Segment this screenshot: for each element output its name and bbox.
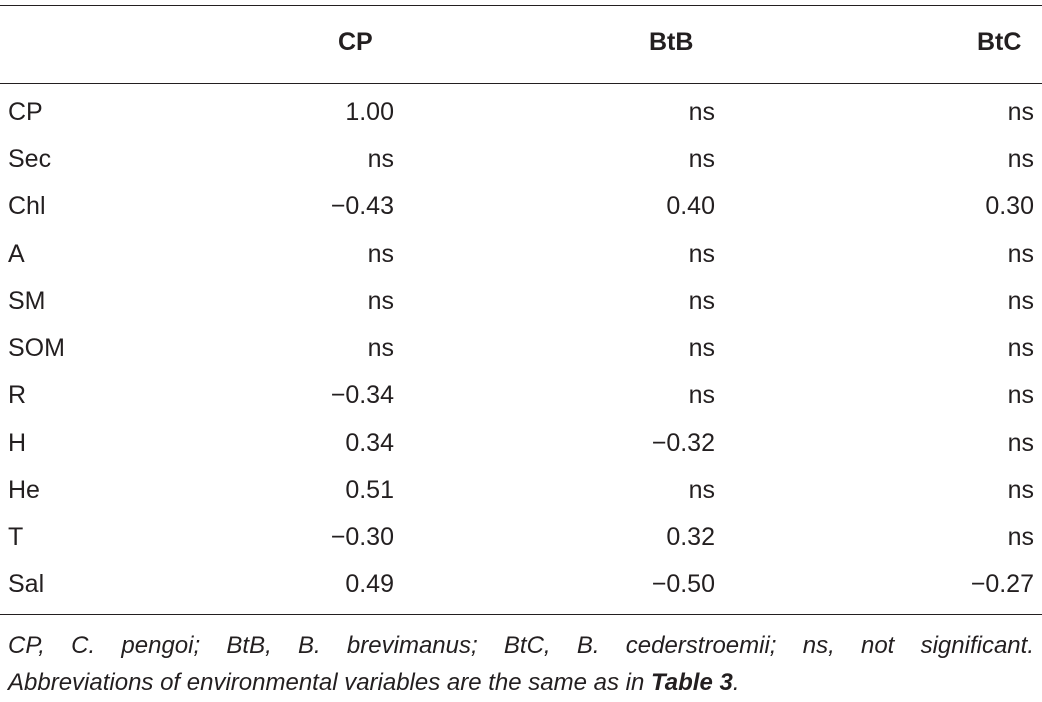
cell-btc: ns [1007, 381, 1034, 409]
table-row: H 0.34 −0.32 ns [0, 420, 1042, 467]
cell-btc: ns [1007, 98, 1034, 126]
row-variable: SOM [8, 334, 65, 362]
cell-cp: 0.49 [345, 570, 394, 598]
table-row: R −0.34 ns ns [0, 372, 1042, 419]
footnote-line-2-prefix: Abbreviations of environmental variables… [8, 669, 652, 696]
cell-cp: ns [367, 287, 394, 315]
cell-btb: ns [688, 476, 715, 504]
footnote-line-2: Abbreviations of environmental variables… [8, 664, 1034, 701]
cell-btb: ns [688, 145, 715, 173]
table-footnote: CP, C. pengoi; BtB, B. brevimanus; BtC, … [8, 627, 1034, 701]
cell-btc: −0.27 [970, 570, 1034, 598]
table-row: Sal 0.49 −0.50 −0.27 [0, 561, 1042, 608]
cell-btb: 0.40 [666, 192, 715, 220]
row-variable: Sec [8, 145, 52, 173]
table-row: CP 1.00 ns ns [0, 89, 1042, 136]
cell-btc: ns [1007, 476, 1034, 504]
cell-btb: 0.32 [666, 523, 715, 551]
column-header-btb: BtB [649, 28, 694, 56]
footnote-line-2-suffix: . [732, 669, 740, 696]
cell-btc: ns [1007, 287, 1034, 315]
table-row: Chl −0.43 0.40 0.30 [0, 183, 1042, 230]
row-variable: H [8, 429, 27, 457]
header-rule [0, 83, 1042, 84]
cell-btb: ns [688, 287, 715, 315]
cell-btb: ns [688, 381, 715, 409]
table-row: Sec ns ns ns [0, 136, 1042, 183]
row-variable: Chl [8, 192, 46, 220]
row-variable: T [8, 523, 24, 551]
table-row: T −0.30 0.32 ns [0, 514, 1042, 561]
row-variable: Sal [8, 570, 45, 598]
cell-cp: −0.43 [330, 192, 394, 220]
cell-btb: −0.32 [651, 429, 715, 457]
cell-btc: ns [1007, 334, 1034, 362]
cell-cp: ns [367, 334, 394, 362]
cell-btc: ns [1007, 240, 1034, 268]
cell-btc: ns [1007, 523, 1034, 551]
row-variable: A [8, 240, 25, 268]
table-row: He 0.51 ns ns [0, 467, 1042, 514]
cell-cp: −0.34 [330, 381, 394, 409]
cell-cp: ns [367, 145, 394, 173]
cell-cp: 1.00 [345, 98, 394, 126]
cell-cp: ns [367, 240, 394, 268]
table-row: SOM ns ns ns [0, 325, 1042, 372]
row-variable: CP [8, 98, 43, 126]
footnote-line-1: CP, C. pengoi; BtB, B. brevimanus; BtC, … [8, 632, 1034, 659]
row-variable: SM [8, 287, 46, 315]
cell-btc: ns [1007, 145, 1034, 173]
cell-cp: 0.34 [345, 429, 394, 457]
column-header-cp: CP [338, 28, 373, 56]
cell-cp: −0.30 [330, 523, 394, 551]
cell-btb: ns [688, 98, 715, 126]
row-variable: R [8, 381, 27, 409]
column-header-btc: BtC [977, 28, 1022, 56]
row-variable: He [8, 476, 40, 504]
bottom-rule [0, 614, 1042, 615]
cell-btc: 0.30 [985, 192, 1034, 220]
table-row: SM ns ns ns [0, 278, 1042, 325]
table-row: A ns ns ns [0, 231, 1042, 278]
table-reference-link[interactable]: Table 3 [651, 669, 733, 696]
cell-btb: ns [688, 240, 715, 268]
top-rule [0, 5, 1042, 6]
cell-btb: ns [688, 334, 715, 362]
cell-btc: ns [1007, 429, 1034, 457]
cell-cp: 0.51 [345, 476, 394, 504]
cell-btb: −0.50 [651, 570, 715, 598]
